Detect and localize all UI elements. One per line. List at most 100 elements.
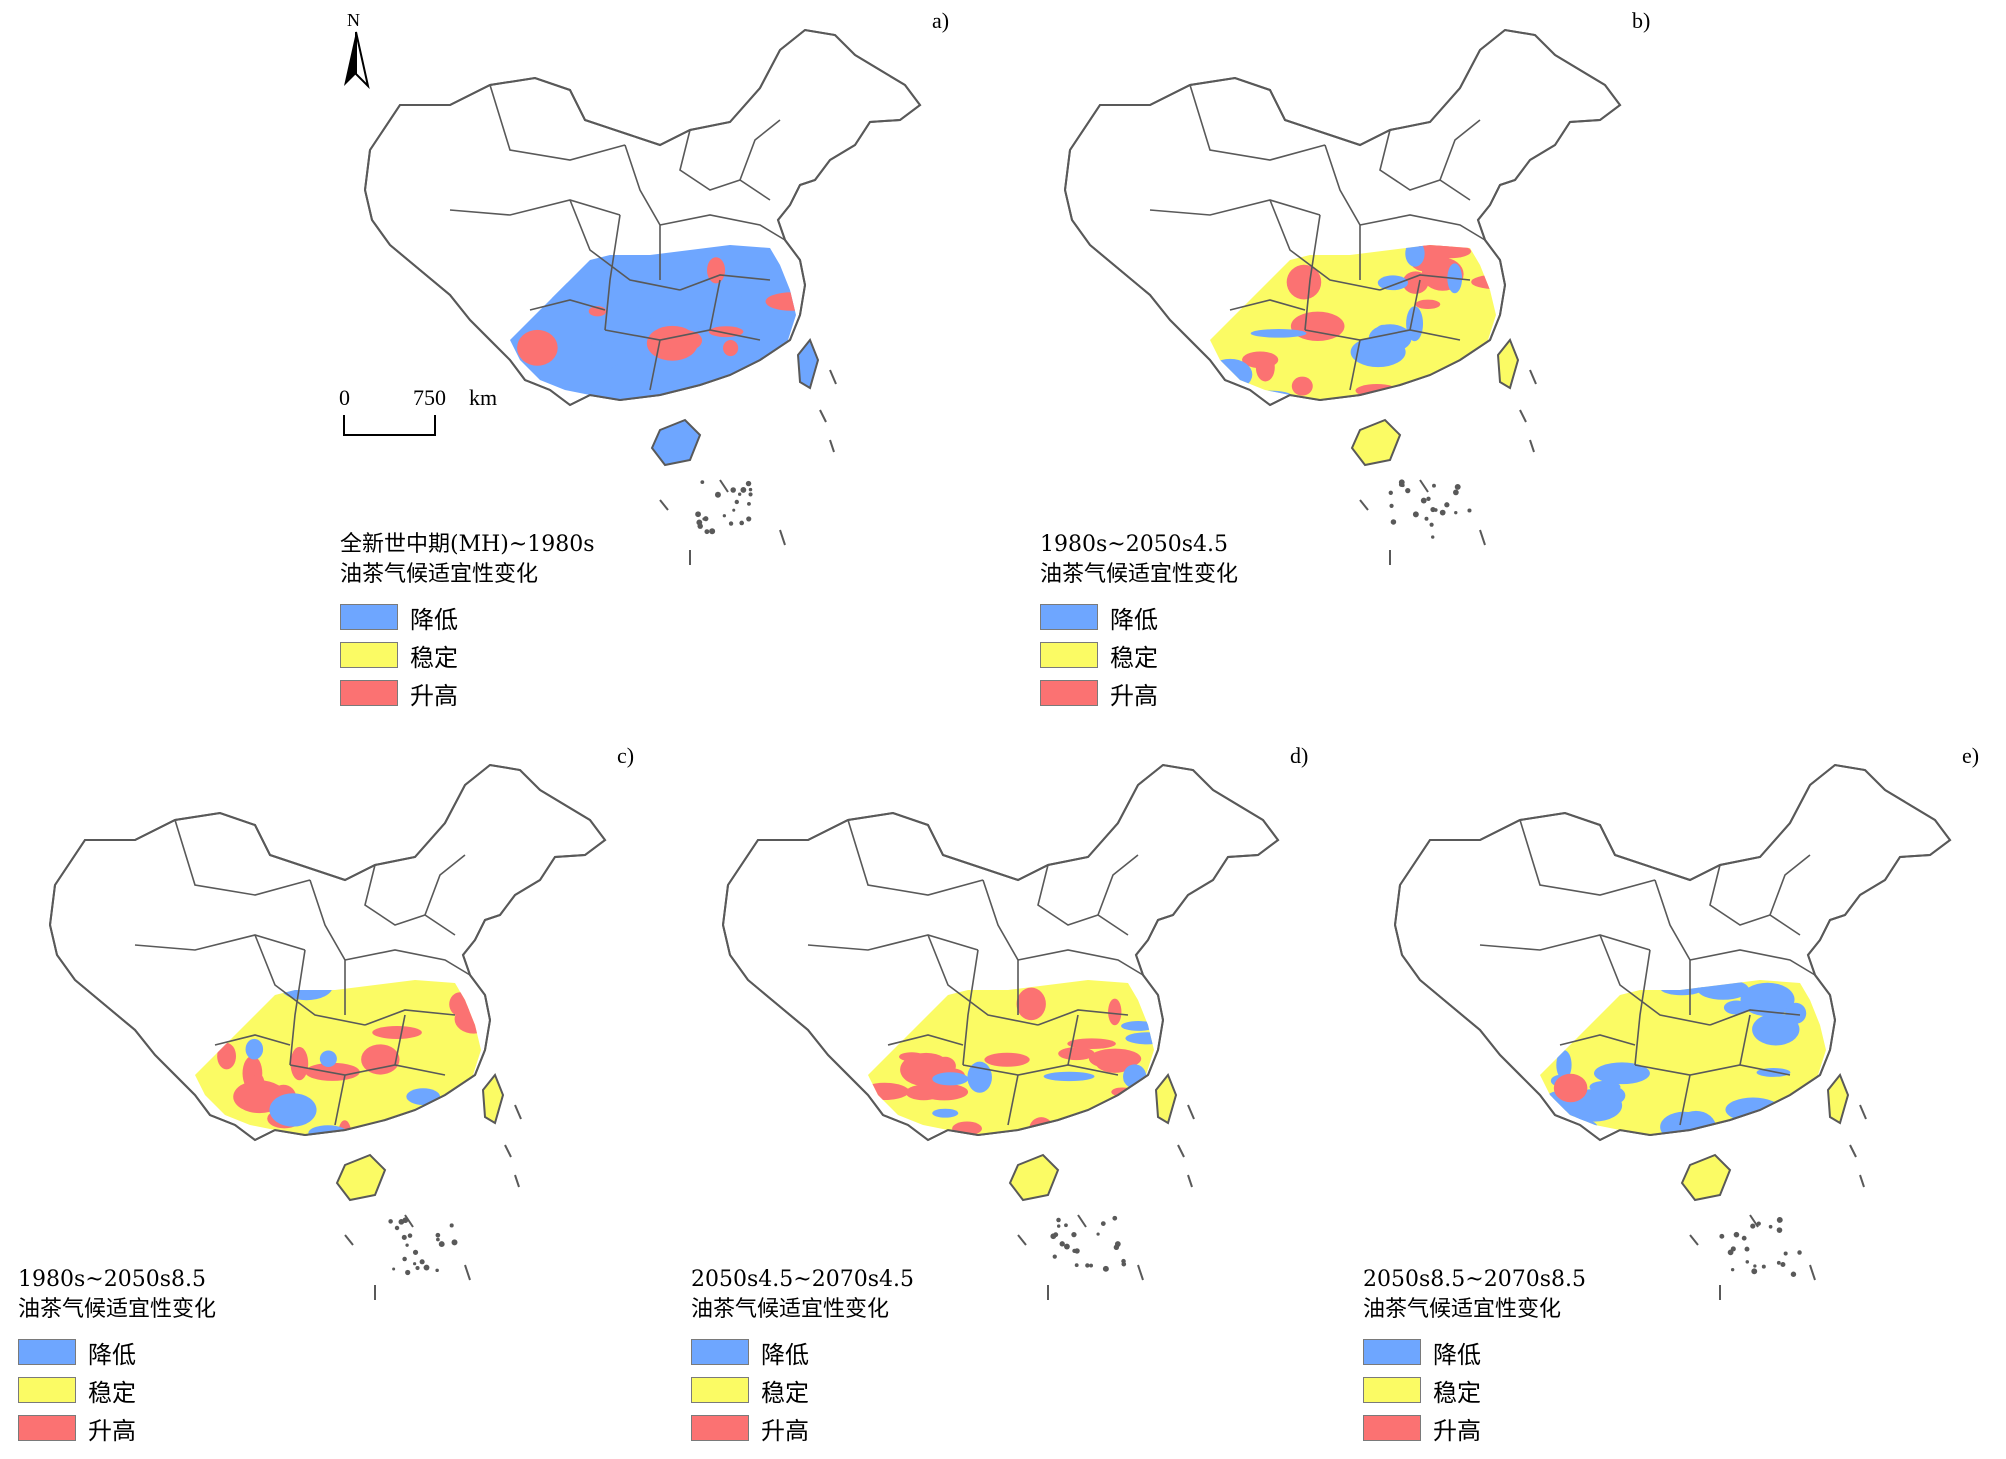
patch-decrease [932,1072,969,1086]
patch-increase [1553,1073,1588,1103]
legend-row: 稳定 [691,1371,914,1409]
scale-bar: 0 750 km [335,385,515,445]
panel-letter-e: e) [1962,743,1980,768]
province-boundary [1559,1034,1636,1046]
province-boundary [1067,1014,1079,1066]
hainan-island [335,1153,387,1202]
province-boundary [1349,339,1361,391]
province-boundary [334,1074,346,1126]
legend-row: 降低 [1363,1333,1586,1371]
legend-label: 降低 [88,1340,136,1369]
suitability-patches [1541,980,1807,1135]
legend-label: 降低 [1110,605,1158,634]
patch-increase [1290,311,1345,342]
legend-swatch-decrease [691,1339,749,1365]
legend-swatch-increase [340,680,398,706]
south-sea-islands [1017,1104,1195,1300]
province-boundary [1229,299,1306,311]
patch-decrease [319,1050,337,1067]
province-boundary [1519,819,1656,896]
province-boundary [449,199,621,216]
province-boundary [529,299,606,311]
map-panel-b: b) 1980s~2050s4.5 油茶气候适宜性变化 降低 稳定 升高 [1030,0,1690,720]
province-boundary [1769,854,1811,916]
patch-increase [1029,1117,1054,1135]
patch-increase [1286,264,1322,300]
north-arrow-icon [344,31,370,90]
patch-increase [1242,351,1279,369]
legend-swatch-stable [1363,1377,1421,1403]
legend-swatch-stable [691,1377,749,1403]
patch-increase [664,329,703,352]
legend-title-line2: 油茶气候适宜性变化 [1040,562,1239,587]
patch-decrease [406,1088,441,1105]
china-map-c [48,763,607,1300]
patch-decrease [707,290,744,315]
province-boundary [1379,274,1471,291]
legend-swatch-increase [1363,1415,1421,1441]
patch-increase [1088,1048,1142,1069]
legend-swatch-decrease [1363,1339,1421,1365]
patch-decrease [659,257,699,282]
legend-title-line1: 1980s~2050s8.5 [18,1267,206,1292]
patch-decrease [275,1104,304,1121]
patch-decrease [1740,982,1795,1017]
legend-label: 升高 [88,1416,136,1445]
taiwan-island [1154,1073,1178,1125]
legend-swatch-increase [1040,680,1098,706]
province-boundary [1324,144,1361,280]
legend-label: 升高 [410,681,458,710]
patch-decrease [712,390,738,400]
patch-increase [765,292,796,311]
scale-bar-start: 0 [339,385,350,410]
province-boundary [962,1064,1119,1076]
legend-row: 稳定 [1040,636,1238,674]
province-boundary [1479,934,1651,951]
taiwan-island [481,1073,505,1125]
province-boundary [659,214,786,241]
province-boundary [1634,1064,1791,1076]
province-boundary [1709,1009,1801,1026]
province-boundary [134,934,306,951]
map-panel-a: a) 全新世中期(MH)~1980s 油茶气候适宜性变化 降低 稳定 升高 [330,0,990,720]
province-boundary [604,329,761,341]
province-boundary [927,934,1039,1026]
legend-b: 1980s~2050s4.5 油茶气候适宜性变化 降低 稳定 升高 [1040,530,1238,712]
legend-label: 稳定 [410,643,458,672]
panel-letter-d: d) [1290,743,1309,768]
taiwan-island [796,338,820,390]
legend-e: 2050s8.5~2070s8.5 油茶气候适宜性变化 降低 稳定 升高 [1363,1265,1586,1447]
legend-swatch-increase [691,1415,749,1441]
patch-increase [707,257,726,284]
hainan-island [650,418,702,467]
legend-label: 升高 [761,1416,809,1445]
legend-title-line1: 2050s4.5~2070s4.5 [691,1267,914,1292]
province-boundary [1189,84,1326,161]
patch-increase [1058,1047,1095,1061]
province-boundary [1037,1009,1129,1026]
map-panel-e: e) 2050s8.5~2070s8.5 油茶气候适宜性变化 降低 稳定 升高 [1360,735,2000,1455]
taiwan-island [1826,1073,1850,1125]
patch-increase [517,329,558,366]
scale-bar-unit: km [469,385,498,410]
taiwan-island [1496,338,1520,390]
north-arrow-label: N [347,10,360,30]
province-boundary [624,144,661,280]
province-boundary [649,339,661,391]
legend-title-line1: 1980s~2050s4.5 [1040,532,1228,557]
province-boundary [344,949,471,976]
legend-row: 稳定 [340,636,595,674]
province-boundary [1739,1014,1751,1066]
legend-row: 降低 [691,1333,914,1371]
province-boundary [1149,199,1321,216]
patch-increase [338,1120,352,1135]
legend-row: 升高 [18,1409,216,1447]
legend-title-line2: 油茶气候适宜性变化 [340,562,539,587]
patch-increase [361,1044,400,1075]
patch-decrease [1752,1013,1800,1046]
legend-row: 升高 [1363,1409,1586,1447]
patch-increase [1445,379,1494,400]
legend-label: 降低 [410,605,458,634]
patch-decrease [1594,1062,1650,1085]
province-boundary [289,949,306,1066]
